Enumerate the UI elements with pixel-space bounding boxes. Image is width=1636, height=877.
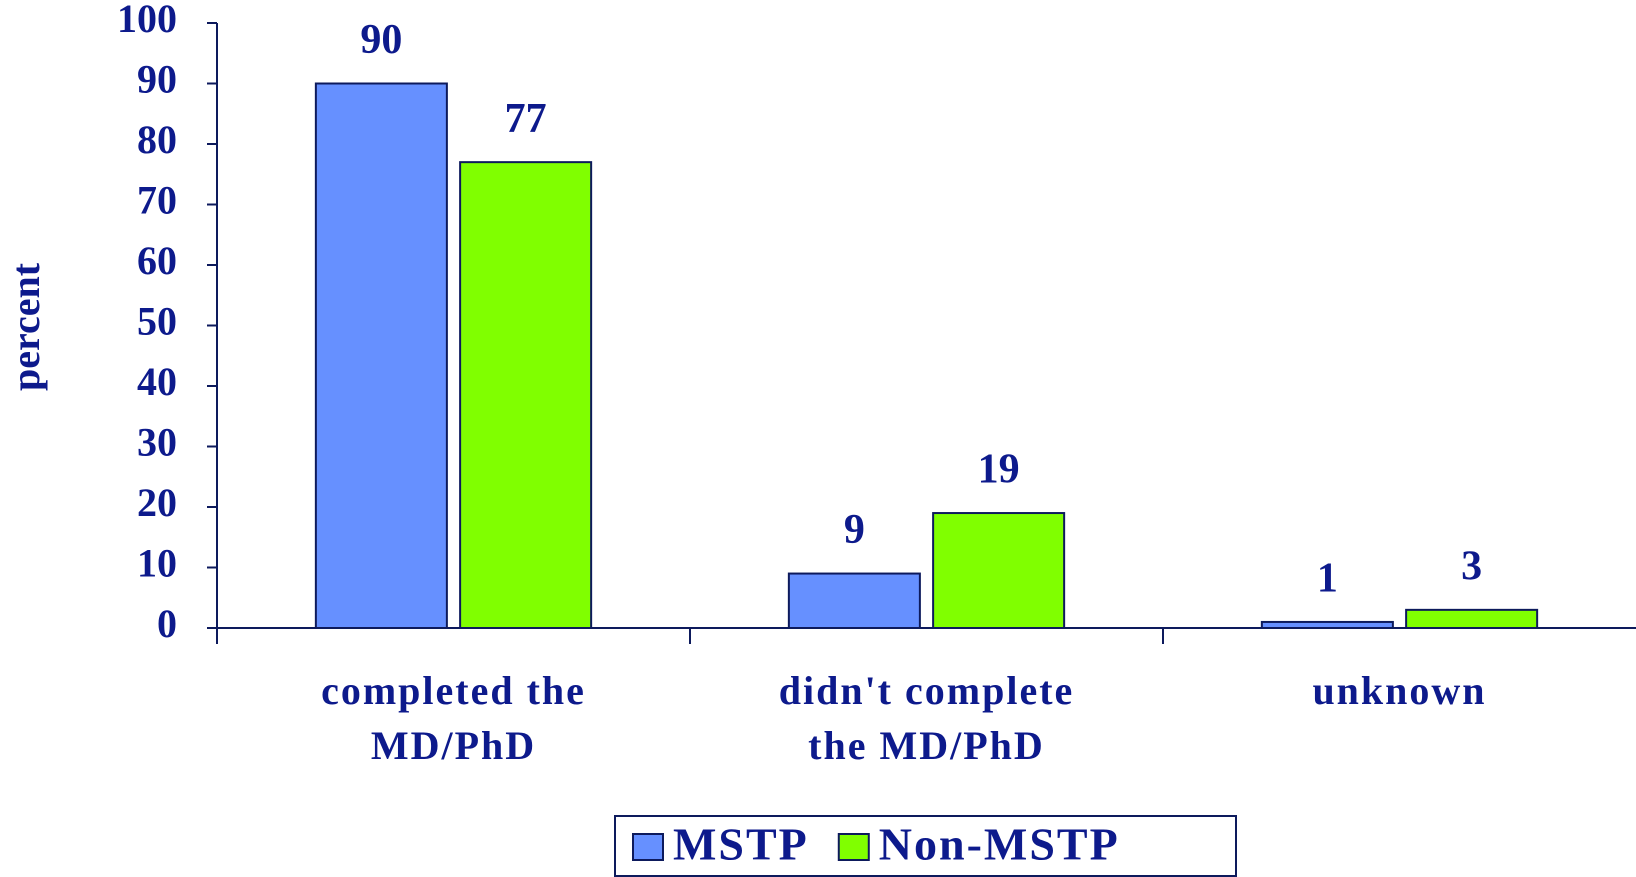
y-tick-label: 100 xyxy=(117,0,177,41)
legend-label: MSTP xyxy=(673,819,809,870)
y-tick-label: 90 xyxy=(137,57,177,102)
x-tick-label: completed the MD/PhD xyxy=(321,668,586,768)
y-axis-label: percent xyxy=(3,262,48,391)
value-label: 19 xyxy=(978,447,1020,493)
bar xyxy=(932,512,1066,629)
y-tick-label: 30 xyxy=(137,420,177,465)
legend-box xyxy=(614,815,1237,877)
y-tick-label: 70 xyxy=(137,178,177,223)
y-tick-label: 40 xyxy=(137,359,177,404)
bar xyxy=(787,572,921,629)
legend: MSTP Non-MSTP xyxy=(614,815,1237,877)
bar xyxy=(1260,620,1394,630)
value-label: 3 xyxy=(1461,543,1482,589)
value-label: 77 xyxy=(505,96,547,142)
y-tick-label: 80 xyxy=(137,117,177,162)
legend-swatch xyxy=(837,833,870,861)
bar xyxy=(1405,608,1539,629)
y-tick-label: 50 xyxy=(137,299,177,344)
legend-label: Non-MSTP xyxy=(879,819,1120,870)
bar xyxy=(459,161,593,629)
x-tick-label: didn't complete the MD/PhD xyxy=(779,668,1075,768)
value-label: 90 xyxy=(360,17,402,63)
bar xyxy=(314,82,448,629)
legend-swatch xyxy=(632,833,664,861)
value-label: 9 xyxy=(844,507,865,553)
y-tick-label: 10 xyxy=(137,541,177,586)
x-tick-label: unknown xyxy=(1312,668,1486,713)
value-label: 1 xyxy=(1317,556,1338,602)
y-tick-label: 20 xyxy=(137,480,177,525)
y-tick-label: 0 xyxy=(157,601,177,646)
y-tick-label: 60 xyxy=(137,238,177,283)
